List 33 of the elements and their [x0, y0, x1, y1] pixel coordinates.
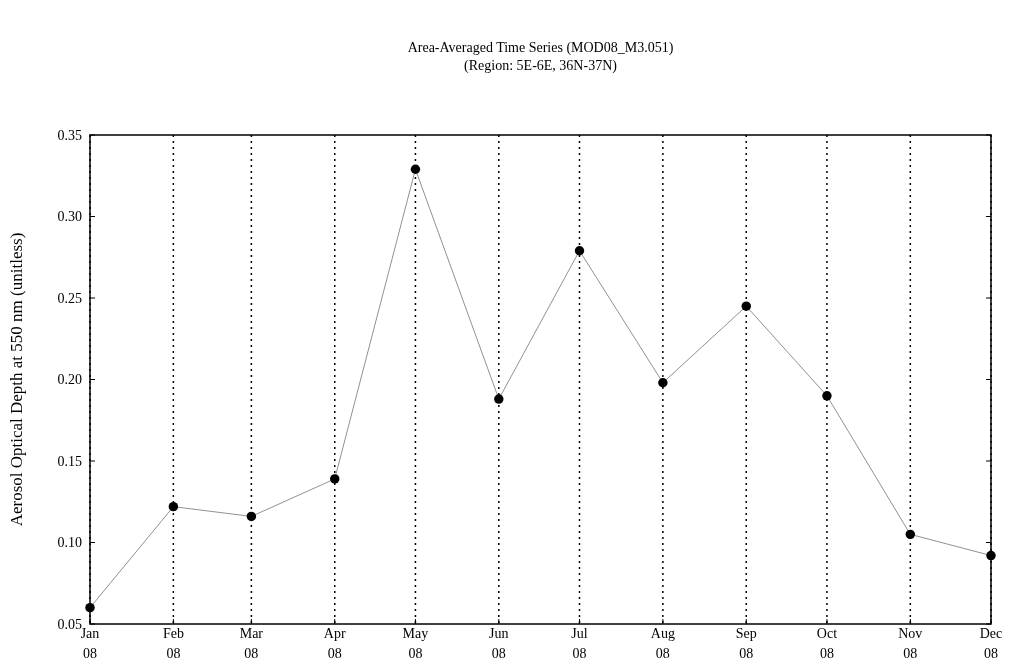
x-tick-label: Sep 08 — [735, 626, 757, 661]
y-tick-label: 0.15 — [57, 453, 82, 469]
x-tick-label: Jul 08 — [571, 626, 588, 661]
point — [741, 301, 751, 311]
point — [986, 550, 996, 561]
point — [410, 164, 421, 174]
y-tick-label: 0.20 — [57, 372, 82, 388]
y-tick-label: 0.35 — [57, 127, 82, 143]
x-tick-label: Aug 08 — [650, 626, 675, 661]
y-tick-label: 0.10 — [57, 535, 82, 551]
x-tick-label: Jun 08 — [489, 626, 509, 661]
x-tick-label: Apr 08 — [323, 626, 346, 661]
y-tick-label: 0.30 — [57, 209, 82, 225]
y-tick-label: 0.05 — [57, 616, 82, 632]
point — [85, 602, 95, 613]
chart-title: Area-Averaged Time Series (MOD08_M3.051) — [407, 40, 674, 56]
x-tick-label: May 08 — [402, 626, 429, 661]
x-tick-label: Oct 08 — [816, 626, 838, 661]
point — [330, 474, 340, 484]
x-tick-label: Feb 08 — [162, 626, 184, 661]
point — [246, 511, 257, 522]
point — [905, 529, 916, 540]
point — [822, 391, 832, 401]
point — [574, 246, 585, 256]
y-tick-label: 0.25 — [57, 290, 82, 306]
point — [658, 378, 668, 388]
point — [494, 394, 504, 404]
chart-subtitle: (Region: 5E-6E, 36N-37N) — [464, 58, 618, 74]
x-tick-label: Mar 08 — [239, 626, 264, 661]
x-tick-label: Dec 08 — [979, 626, 1003, 661]
point — [168, 501, 179, 512]
y-axis-title: Aerosol Optical Depth at 550 nm (unitless) — [7, 232, 26, 527]
x-tick-label: Nov 08 — [898, 626, 923, 661]
